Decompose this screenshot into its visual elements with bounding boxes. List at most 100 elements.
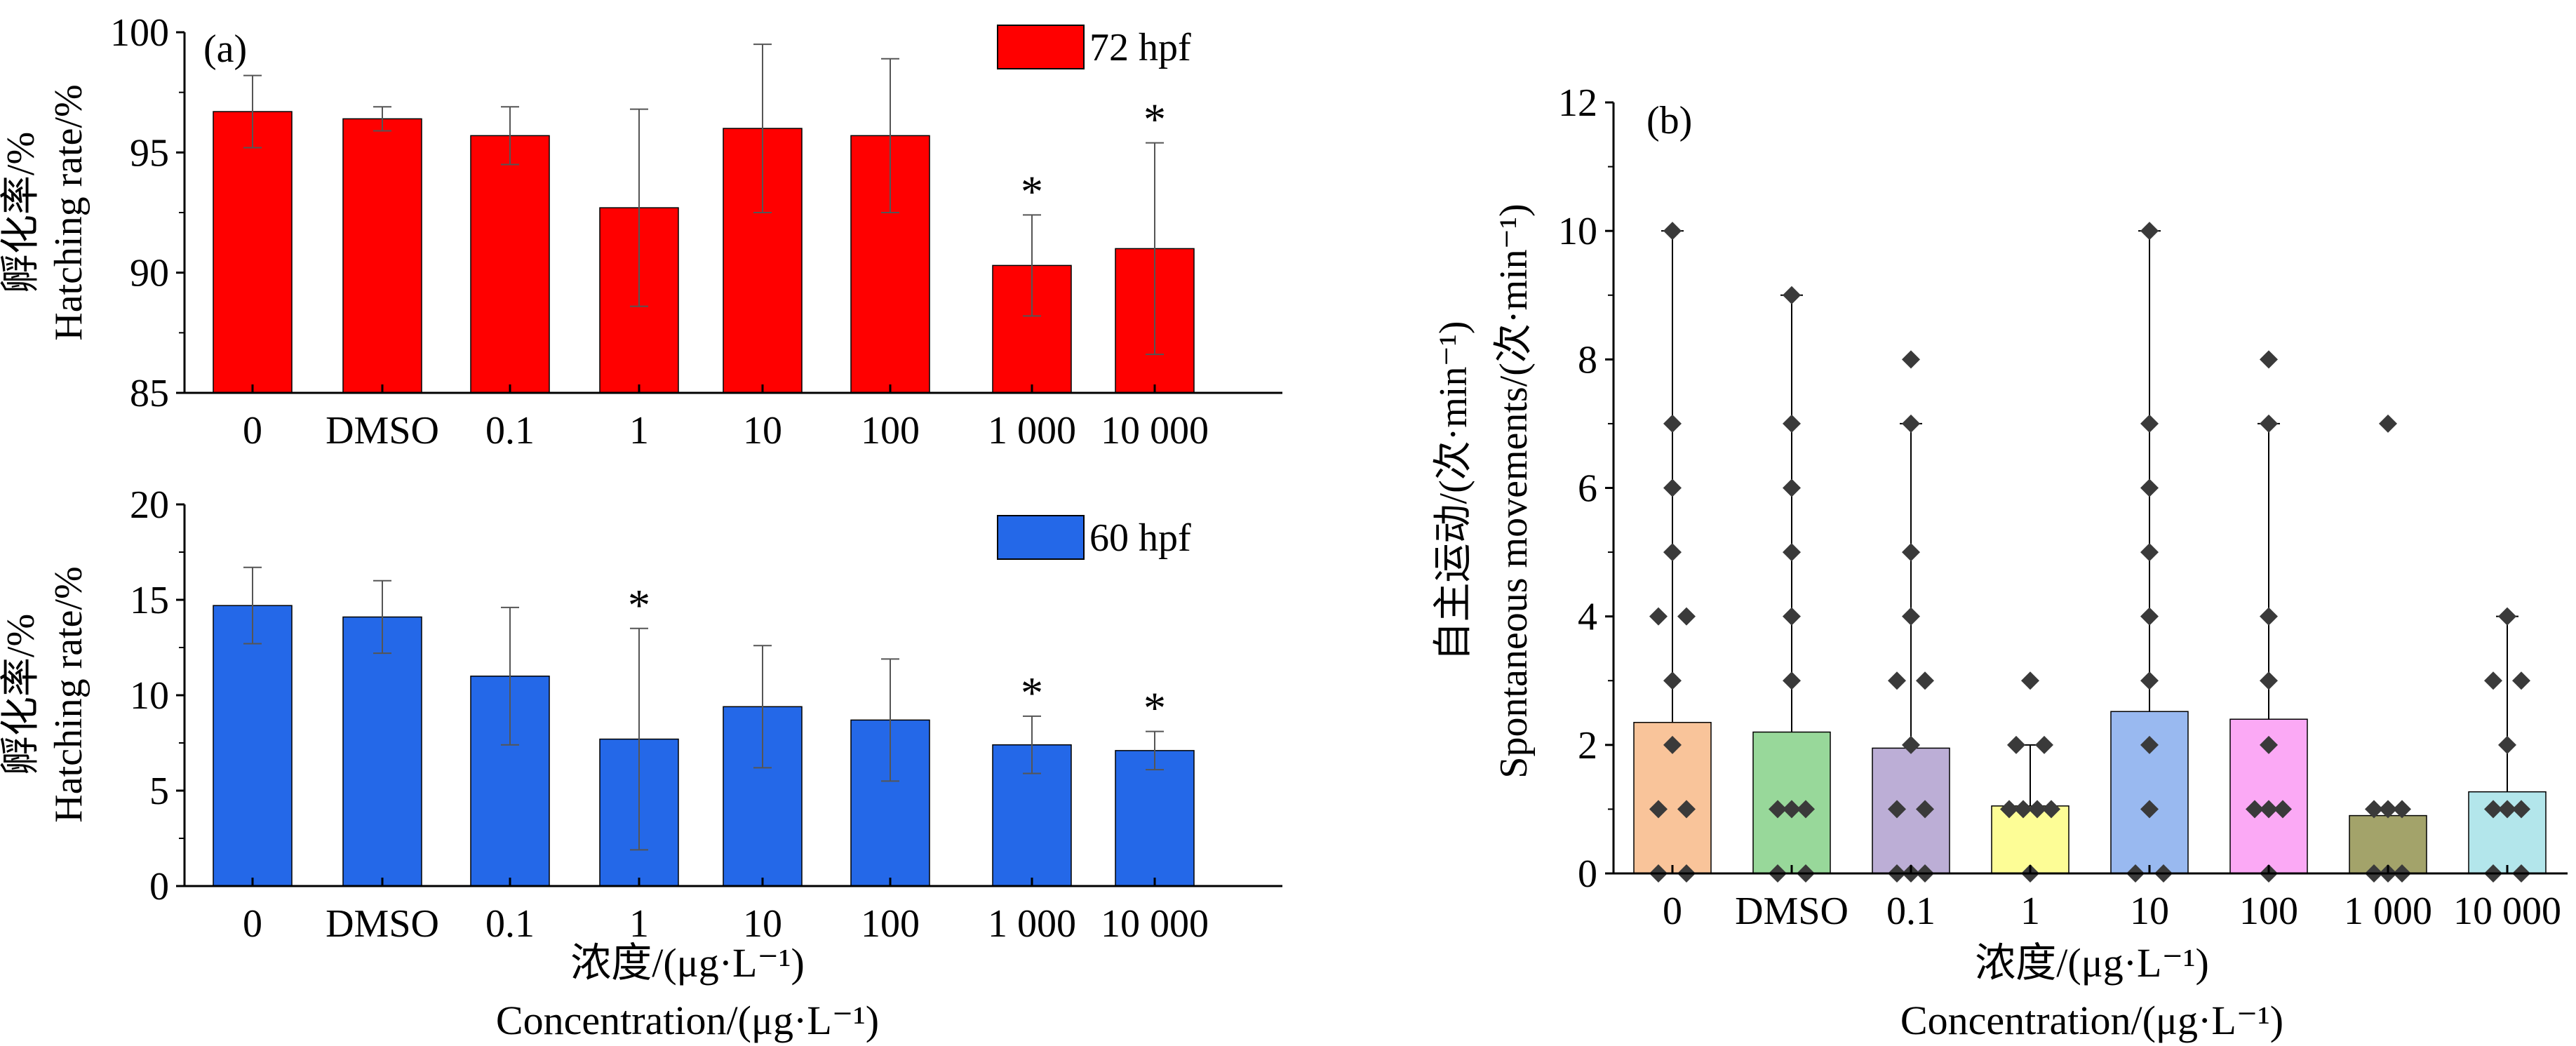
y-axis-title: Hatching rate/% [47,566,90,822]
data-point [1916,671,1934,690]
panel-a-60hpf: * * * 0 5 10 15 20 0 DMSO 0.1 1 10 100 1 000 10 000 6… [0,483,1282,1043]
data-point [1663,543,1682,562]
y-tick-label: 8 [1578,338,1597,382]
data-point [1663,671,1682,690]
x-tick-label: 0.1 [1886,890,1936,933]
x-tick-label: 1 000 [988,409,1076,452]
data-point [1888,671,1906,690]
data-point [1663,414,1682,433]
data-point [2484,800,2502,819]
data-point [1783,286,1801,304]
significance-star: * [1143,95,1166,145]
data-point [1769,800,1787,819]
y-axis-title: Spontaneous movements/(次·min⁻¹) [1492,203,1536,778]
legend-swatch [997,25,1085,69]
data-point [2000,800,2018,819]
data-point [2260,671,2278,690]
panel-label: (a) [203,27,247,71]
significance-star: * [1021,668,1043,718]
x-tick-label: 10 [743,902,782,946]
data-point [1663,222,1682,241]
y-axis-title-cn: 孵化率/% [0,614,43,775]
data-point [2042,800,2060,819]
bar [2110,711,2189,874]
data-point [1783,543,1801,562]
data-point [2140,478,2159,497]
y-axis-title: Hatching rate/% [47,84,90,340]
x-tick-label: 100 [861,409,920,452]
x-tick-label: DMSO [1735,890,1849,933]
data-point-group [1649,222,2530,883]
legend-label: 72 hpf [1089,26,1191,69]
y-tick-group: 0 5 10 15 20 [130,483,185,908]
y-tick-label: 2 [1578,724,1597,767]
data-point [1902,350,1920,369]
data-point [2014,800,2032,819]
x-tick-label: 10 000 [2453,890,2561,933]
x-tick-label: 10 [743,409,782,452]
whisker-group [1661,230,2518,816]
data-point [1888,800,1906,819]
bar [1872,747,1950,874]
data-point [2260,350,2278,369]
x-tick-label: 1 [2020,890,2040,933]
x-tick-label: 0.1 [485,902,535,946]
data-point [2140,800,2159,819]
data-point [2498,735,2516,754]
x-tick-label: 0 [1663,890,1682,933]
y-tick-label: 0 [149,865,169,908]
data-point [1663,735,1682,754]
data-point [2246,800,2264,819]
bar [1991,805,2069,874]
data-point [2140,543,2159,562]
y-tick-label: 85 [130,372,169,415]
y-tick-label: 20 [130,483,169,527]
bar [1115,750,1195,887]
data-point [2393,800,2411,819]
x-tick-group: 0 DMSO 0.1 1 10 100 1 000 10 000 [243,384,1209,452]
y-tick-group: 85 90 95 100 [110,11,185,415]
y-tick-label: 15 [130,579,169,622]
y-tick-label: 95 [130,131,169,175]
data-point [1783,671,1801,690]
error-bar-group [243,566,1164,851]
x-axis-title: Concentration/(μg·L⁻¹) [1900,998,2283,1043]
y-tick-label: 100 [110,11,169,55]
significance-star: * [1021,166,1043,216]
x-tick-label: DMSO [326,409,439,452]
data-point [2021,671,2039,690]
data-point [1902,543,1920,562]
bar [470,135,550,394]
data-point [2379,414,2397,433]
y-tick-label: 10 [1558,210,1597,253]
y-tick-label: 0 [1578,852,1597,896]
bar [342,118,422,394]
bar [342,616,422,887]
data-point [2140,671,2159,690]
data-point [2140,735,2159,754]
bar-group [213,111,1195,394]
data-point [1902,414,1920,433]
x-axis-title-cn: 浓度/(μg·L⁻¹) [1975,940,2209,986]
data-point [2512,800,2530,819]
data-point [1797,800,1815,819]
data-point [2140,414,2159,433]
y-tick-label: 10 [130,674,169,718]
x-tick-group: 0 DMSO 0.1 1 10 100 1 000 10 000 [243,878,1209,946]
significance-star-group: ** [1021,95,1166,217]
legend-swatch [997,515,1085,560]
x-tick-label: 1 000 [988,902,1076,946]
x-tick-label: DMSO [326,902,439,946]
data-point [1649,800,1668,819]
x-tick-label: 1 [629,902,649,946]
significance-star-group: * * * [628,580,1166,733]
y-tick-label: 12 [1558,81,1597,125]
x-axis-title: Concentration/(μg·L⁻¹) [496,998,879,1043]
y-tick-group: 0 2 4 6 8 10 12 [1558,81,1614,896]
bar [2349,814,2427,874]
data-point [2140,222,2159,241]
data-point [2260,800,2278,819]
